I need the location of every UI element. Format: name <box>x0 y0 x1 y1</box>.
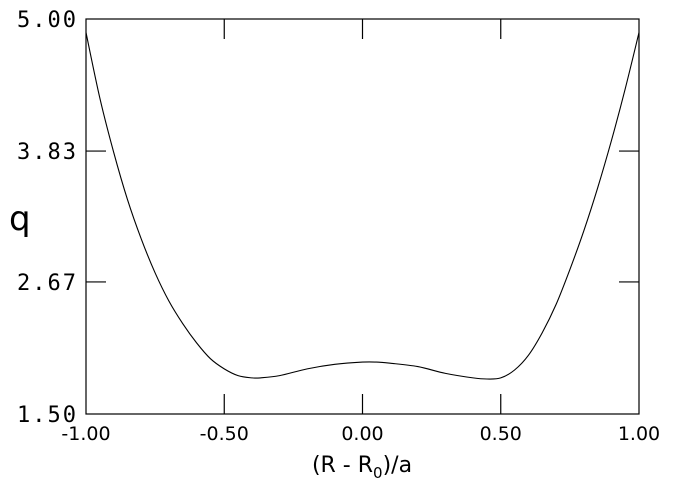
y-tick-label: 2.67 <box>17 271 78 296</box>
plot-frame <box>85 18 640 415</box>
x-tick-label: 1.00 <box>618 423 660 445</box>
x-tick-label: -1.00 <box>61 423 110 445</box>
y-tick-label: 1.50 <box>17 403 78 428</box>
x-tick-label: 0.50 <box>480 423 522 445</box>
y-tick-label: 5.00 <box>17 8 78 33</box>
x-tick-label: 0.00 <box>341 423 383 445</box>
y-axis-label: q <box>9 199 31 239</box>
x-axis-label-subscript: 0 <box>373 464 383 478</box>
x-tick-label: -0.50 <box>200 423 249 445</box>
y-tick-label: 3.83 <box>17 140 78 165</box>
axis-ticks <box>86 19 639 414</box>
x-tick-labels: -1.00 -0.50 0.00 0.50 1.00 <box>61 423 660 445</box>
q-profile-line <box>85 32 640 380</box>
x-axis-label-tail: )/a <box>383 453 412 478</box>
x-axis-label-main: (R - R <box>312 453 373 478</box>
x-axis-label: (R - R0)/a <box>312 453 412 478</box>
y-tick-labels: 1.50 2.67 3.83 5.00 <box>17 8 78 428</box>
